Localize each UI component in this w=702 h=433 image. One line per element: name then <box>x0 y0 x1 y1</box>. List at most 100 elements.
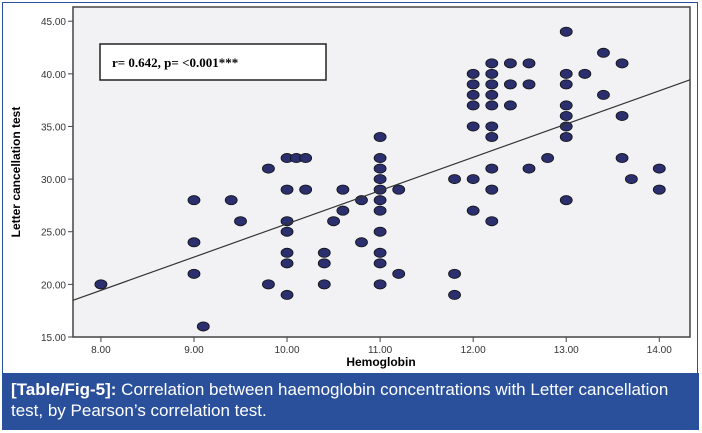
y-axis-label: Letter cancellation test <box>9 107 23 238</box>
data-point <box>466 205 480 216</box>
data-point <box>327 216 340 227</box>
data-point <box>485 68 499 79</box>
y-tick-label: 35.00 <box>41 122 66 133</box>
x-tick-label: 10.00 <box>275 345 300 356</box>
data-point <box>317 258 331 269</box>
y-tick-label: 30.00 <box>41 175 66 186</box>
data-point <box>317 247 331 258</box>
data-point <box>466 79 480 90</box>
y-tick-label: 20.00 <box>41 280 66 291</box>
data-point <box>485 121 499 132</box>
data-point <box>280 226 294 237</box>
data-point <box>485 216 499 227</box>
data-point <box>224 195 238 206</box>
data-point <box>503 79 517 90</box>
data-point <box>522 163 536 174</box>
caption-text: Correlation between haemoglobin concentr… <box>11 380 669 420</box>
data-point <box>485 184 499 195</box>
scatter-chart: 15.00 20.00 25.00 30.00 35.00 40.00 45.00 8.00… <box>9 6 691 369</box>
data-point <box>503 58 517 69</box>
data-point <box>317 279 331 290</box>
data-point <box>448 174 461 185</box>
data-point <box>373 131 387 142</box>
data-point <box>522 79 536 90</box>
data-point <box>597 89 610 100</box>
data-point <box>280 289 294 300</box>
data-point <box>485 89 499 100</box>
y-tick-label: 15.00 <box>41 333 66 344</box>
data-point <box>448 289 461 300</box>
data-point <box>485 131 499 142</box>
data-point <box>373 174 387 185</box>
data-point <box>615 58 629 69</box>
data-point <box>652 163 666 174</box>
data-point <box>597 47 610 58</box>
data-point <box>559 121 573 132</box>
data-point <box>373 226 387 237</box>
data-point <box>373 258 387 269</box>
data-point <box>280 247 294 258</box>
x-tick-label: 9.00 <box>184 345 204 356</box>
data-point <box>559 68 573 79</box>
data-point <box>522 58 536 69</box>
figure-caption: [Table/Fig-5]: Correlation between haemo… <box>3 373 699 430</box>
data-point <box>262 163 275 174</box>
data-point <box>187 268 201 279</box>
x-axis-label: Hemoglobin <box>346 355 415 369</box>
data-point <box>280 258 294 269</box>
y-tick-label: 25.00 <box>41 228 66 239</box>
data-point <box>503 100 517 111</box>
data-point <box>187 195 201 206</box>
data-point <box>615 153 629 164</box>
data-point <box>280 184 294 195</box>
data-point <box>485 100 499 111</box>
data-point <box>336 205 350 216</box>
data-point <box>94 279 108 290</box>
data-point <box>466 100 480 111</box>
data-point <box>187 237 201 248</box>
data-point <box>466 121 480 132</box>
data-point <box>485 79 499 90</box>
y-tick-label: 40.00 <box>41 70 66 81</box>
data-point <box>234 216 247 227</box>
data-point <box>559 131 573 142</box>
data-point <box>392 268 406 279</box>
x-tick-label: 12.00 <box>461 345 486 356</box>
data-point <box>373 153 387 164</box>
data-point <box>355 237 368 248</box>
y-tick-label: 45.00 <box>41 17 66 28</box>
data-point <box>559 195 573 206</box>
caption-label: [Table/Fig-5]: <box>11 380 117 399</box>
annotation-box <box>99 43 327 81</box>
data-point <box>448 268 461 279</box>
data-point <box>299 184 313 195</box>
data-point <box>262 279 275 290</box>
data-point <box>373 195 387 206</box>
regression-line <box>72 79 691 301</box>
x-tick-label: 8.00 <box>91 345 111 356</box>
data-point <box>196 321 210 332</box>
data-point <box>485 58 499 69</box>
data-point <box>578 68 592 79</box>
data-point <box>466 89 480 100</box>
data-point <box>559 26 573 37</box>
data-point <box>373 279 387 290</box>
data-point <box>559 100 573 111</box>
annotation-text: r= 0.642, p= <0.001*** <box>112 55 238 70</box>
data-point <box>615 110 629 121</box>
x-tick-label: 14.00 <box>647 345 672 356</box>
data-point <box>652 184 666 195</box>
data-point <box>299 153 313 164</box>
data-point <box>541 153 555 164</box>
data-point <box>466 174 480 185</box>
data-point <box>485 163 499 174</box>
data-point <box>624 174 638 185</box>
x-tick-label: 11.00 <box>368 345 393 356</box>
data-point <box>373 205 387 216</box>
data-point <box>559 79 573 90</box>
data-point <box>466 68 480 79</box>
data-point <box>373 163 387 174</box>
data-point <box>392 184 406 195</box>
x-tick-label: 13.00 <box>554 345 579 356</box>
data-point <box>373 247 387 258</box>
